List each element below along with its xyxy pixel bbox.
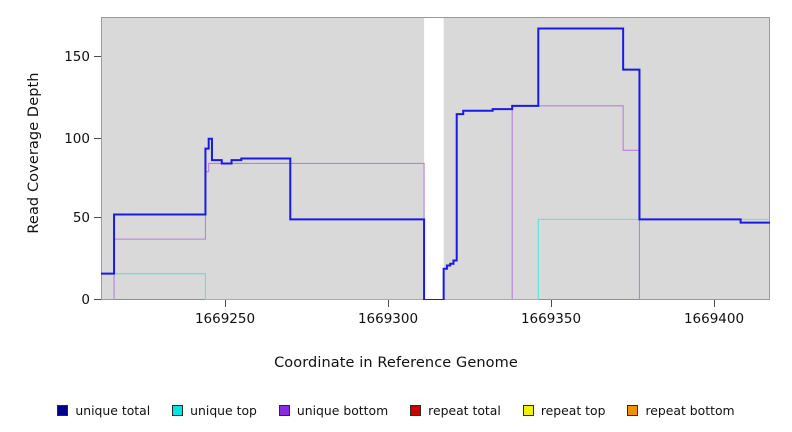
legend-swatch-icon: [410, 404, 422, 416]
x-axis-label: Coordinate in Reference Genome: [274, 355, 518, 371]
legend-item-label: unique bottom: [296, 402, 389, 418]
legend-item-label: unique top: [190, 402, 257, 418]
x-tick-mark-1669300: [388, 300, 389, 307]
legend-item-repeat-top[interactable]: repeat top: [522, 402, 606, 418]
legend-item-unique-bottom[interactable]: unique bottom: [278, 402, 389, 418]
x-tick-label-1669400: 1669400: [683, 311, 745, 327]
y-tick-mark-150: [94, 56, 101, 57]
legend-swatch-icon: [627, 404, 639, 416]
y-axis-label: Read Coverage Depth: [26, 72, 42, 234]
no-data-gap-region: [424, 17, 444, 300]
plot-svg: [101, 17, 770, 300]
y-tick-label-100: 100: [64, 131, 90, 147]
legend-swatch-icon: [57, 404, 69, 416]
series-line-unique-total: [101, 27, 770, 300]
x-tick-mark-1669250: [225, 300, 226, 307]
chart-legend: unique total unique top unique bottom repea…: [0, 398, 792, 422]
legend-item-unique-total[interactable]: unique total: [57, 403, 150, 418]
y-tick-label-0: 0: [81, 292, 90, 308]
legend-item-repeat-bottom[interactable]: repeat bottom: [627, 402, 735, 418]
legend-item-label: unique total: [75, 402, 151, 418]
y-tick-mark-100: [94, 138, 101, 139]
x-tick-mark-1669400: [714, 300, 715, 307]
y-tick-label-50: 50: [72, 210, 90, 226]
y-tick-label-150: 150: [64, 49, 90, 65]
legend-swatch-icon: [278, 404, 290, 416]
x-tick-label-1669250: 1669250: [194, 311, 256, 327]
legend-swatch-icon: [522, 404, 534, 416]
y-tick-mark-0: [94, 299, 101, 300]
legend-item-label: repeat total: [428, 402, 501, 418]
legend-swatch-icon: [172, 404, 184, 416]
y-tick-mark-50: [94, 217, 101, 218]
x-tick-label-1669350: 1669350: [520, 311, 582, 327]
x-tick-label-1669300: 1669300: [357, 311, 419, 327]
legend-item-label: repeat bottom: [645, 402, 735, 418]
legend-item-unique-top[interactable]: unique top: [172, 403, 257, 418]
plot-panel: [101, 17, 770, 300]
legend-item-label: repeat top: [540, 402, 606, 418]
x-tick-mark-1669350: [551, 300, 552, 307]
legend-item-repeat-total[interactable]: repeat total: [410, 403, 501, 418]
